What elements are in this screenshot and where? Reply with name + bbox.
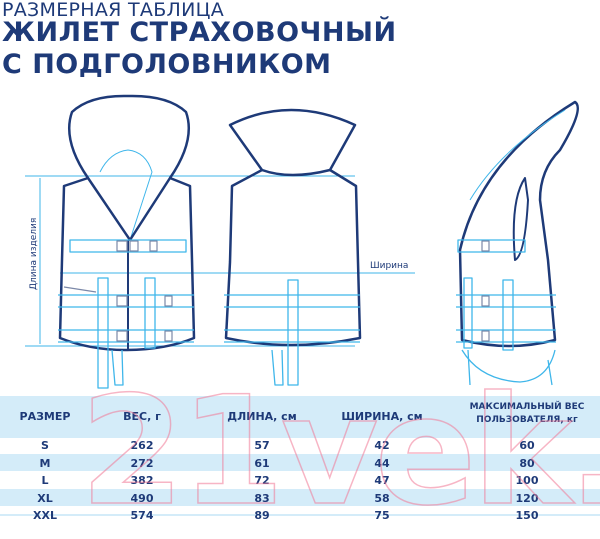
cell-max-weight: 60 xyxy=(519,439,535,452)
cell-size: M xyxy=(39,456,51,470)
cell-length: 83 xyxy=(254,491,270,505)
cell-size: L xyxy=(41,474,49,487)
vest-drawing: Длина изделия Ширина xyxy=(25,94,580,389)
row-band xyxy=(0,454,600,471)
cell-weight: 262 xyxy=(130,439,154,452)
vest-back xyxy=(224,108,362,386)
cell-max-weight: 80 xyxy=(519,456,535,470)
cell-weight: 272 xyxy=(130,456,154,470)
cell-max-weight: 120 xyxy=(515,491,539,505)
header-width: ШИРИНА, см xyxy=(341,410,423,423)
cell-width: 44 xyxy=(374,456,390,470)
header-band xyxy=(0,396,600,438)
length-label: Длина изделия xyxy=(29,218,39,290)
header-max-weight-1: МАКСИМАЛЬНЫЙ ВЕС xyxy=(469,402,585,412)
vest-front xyxy=(58,94,196,389)
cell-width: 58 xyxy=(374,491,390,505)
cell-length: 57 xyxy=(254,439,270,452)
cell-length: 72 xyxy=(254,474,270,487)
width-label: Ширина xyxy=(370,261,408,271)
cell-weight: 490 xyxy=(130,491,154,505)
vest-side xyxy=(456,100,580,386)
cell-size: S xyxy=(41,439,49,452)
header-size: РАЗМЕР xyxy=(19,410,71,423)
title-line-1: ЖИЛЕТ СТРАХОВОЧНЫЙ xyxy=(2,17,397,48)
subtitle: РАЗМЕРНАЯ ТАБЛИЦА xyxy=(2,0,225,21)
header-length: ДЛИНА, см xyxy=(227,410,297,423)
cell-max-weight: 100 xyxy=(515,474,539,487)
cell-width: 47 xyxy=(374,474,390,487)
cell-weight: 382 xyxy=(130,474,154,487)
cell-size: XL xyxy=(37,491,53,505)
header-weight: ВЕС, г xyxy=(123,410,161,423)
header-max-weight-2: ПОЛЬЗОВАТЕЛЯ, кг xyxy=(476,415,578,425)
row-band xyxy=(0,489,600,506)
cell-length: 61 xyxy=(254,456,270,470)
cell-width: 42 xyxy=(374,439,390,452)
row-band xyxy=(0,514,600,516)
title-line-2: С ПОДГОЛОВНИКОМ xyxy=(2,49,332,80)
